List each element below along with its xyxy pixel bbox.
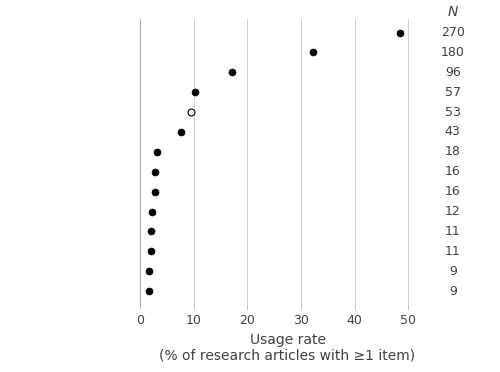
Point — [144, 288, 152, 294]
Text: 11: 11 — [445, 225, 460, 238]
Text: N: N — [448, 4, 458, 19]
Text: 57: 57 — [444, 86, 460, 99]
Text: 96: 96 — [445, 66, 460, 79]
Point — [148, 209, 156, 215]
Text: 9: 9 — [449, 265, 456, 278]
Text: 16: 16 — [445, 165, 460, 178]
Point — [152, 189, 160, 195]
Point — [178, 129, 186, 135]
Text: 43: 43 — [445, 125, 460, 138]
Point — [228, 69, 236, 75]
Text: 16: 16 — [445, 185, 460, 198]
Point — [146, 248, 154, 254]
Point — [154, 149, 162, 155]
Point — [191, 89, 199, 95]
Text: 270: 270 — [441, 26, 464, 39]
Point — [187, 109, 195, 115]
Text: 180: 180 — [441, 46, 464, 59]
Point — [144, 268, 152, 274]
Text: 9: 9 — [449, 285, 456, 298]
Text: 11: 11 — [445, 245, 460, 258]
X-axis label: Usage rate
(% of research articles with ≥1 item): Usage rate (% of research articles with … — [160, 333, 416, 363]
Point — [309, 49, 317, 55]
Text: 18: 18 — [445, 145, 460, 158]
Point — [146, 228, 154, 234]
Point — [396, 29, 404, 35]
Point — [152, 169, 160, 175]
Text: 12: 12 — [445, 205, 460, 218]
Text: 53: 53 — [445, 106, 460, 119]
